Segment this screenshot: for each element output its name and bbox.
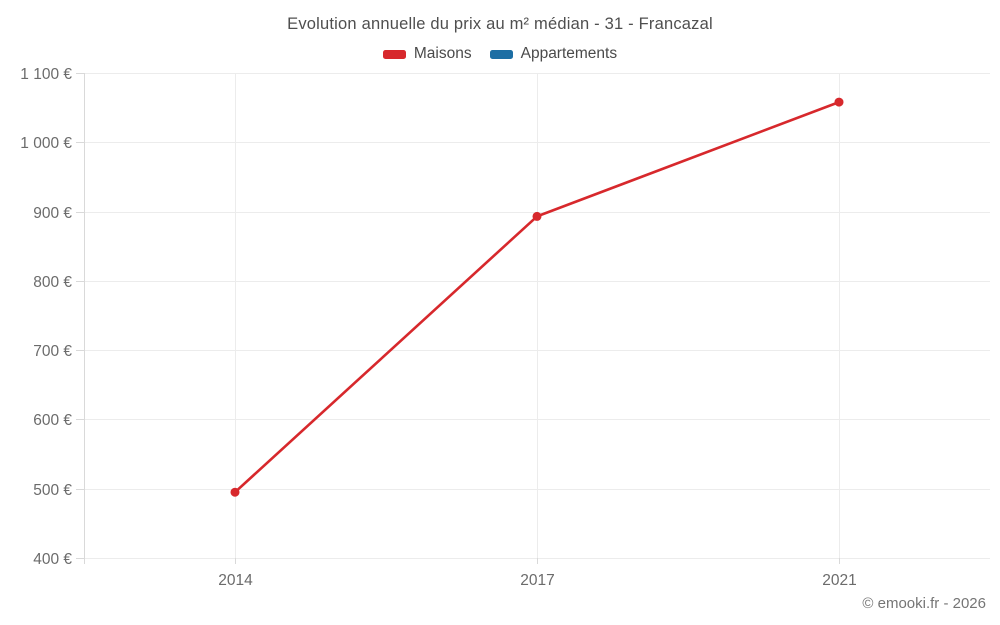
- y-tick-label: 800 €: [33, 274, 72, 291]
- chart-legend: Maisons Appartements: [0, 45, 1000, 63]
- legend-item-maisons[interactable]: Maisons: [382, 45, 472, 63]
- y-tick-label: 400 €: [33, 551, 72, 568]
- data-point[interactable]: [230, 487, 240, 497]
- data-point[interactable]: [532, 211, 542, 221]
- x-tick-label: 2017: [520, 572, 554, 589]
- copyright-text: © emooki.fr - 2026: [862, 595, 986, 612]
- legend-swatch-icon: [382, 49, 406, 59]
- y-tick-label: 500 €: [33, 482, 72, 499]
- y-tick-label: 1 100 €: [20, 66, 72, 83]
- legend-item-appartements[interactable]: Appartements: [489, 45, 618, 63]
- chart-title: Evolution annuelle du prix au m² médian …: [287, 15, 713, 33]
- x-tick-label: 2014: [218, 572, 253, 589]
- y-tick-label: 900 €: [33, 205, 72, 222]
- legend-label: Maisons: [413, 45, 472, 62]
- legend-label: Appartements: [520, 45, 618, 62]
- data-point[interactable]: [834, 97, 844, 107]
- legend-swatch-icon: [489, 49, 513, 59]
- y-tick-label: 700 €: [33, 343, 72, 360]
- x-tick-label: 2021: [822, 572, 856, 589]
- y-tick-label: 1 000 €: [20, 135, 72, 152]
- y-tick-label: 600 €: [33, 412, 72, 429]
